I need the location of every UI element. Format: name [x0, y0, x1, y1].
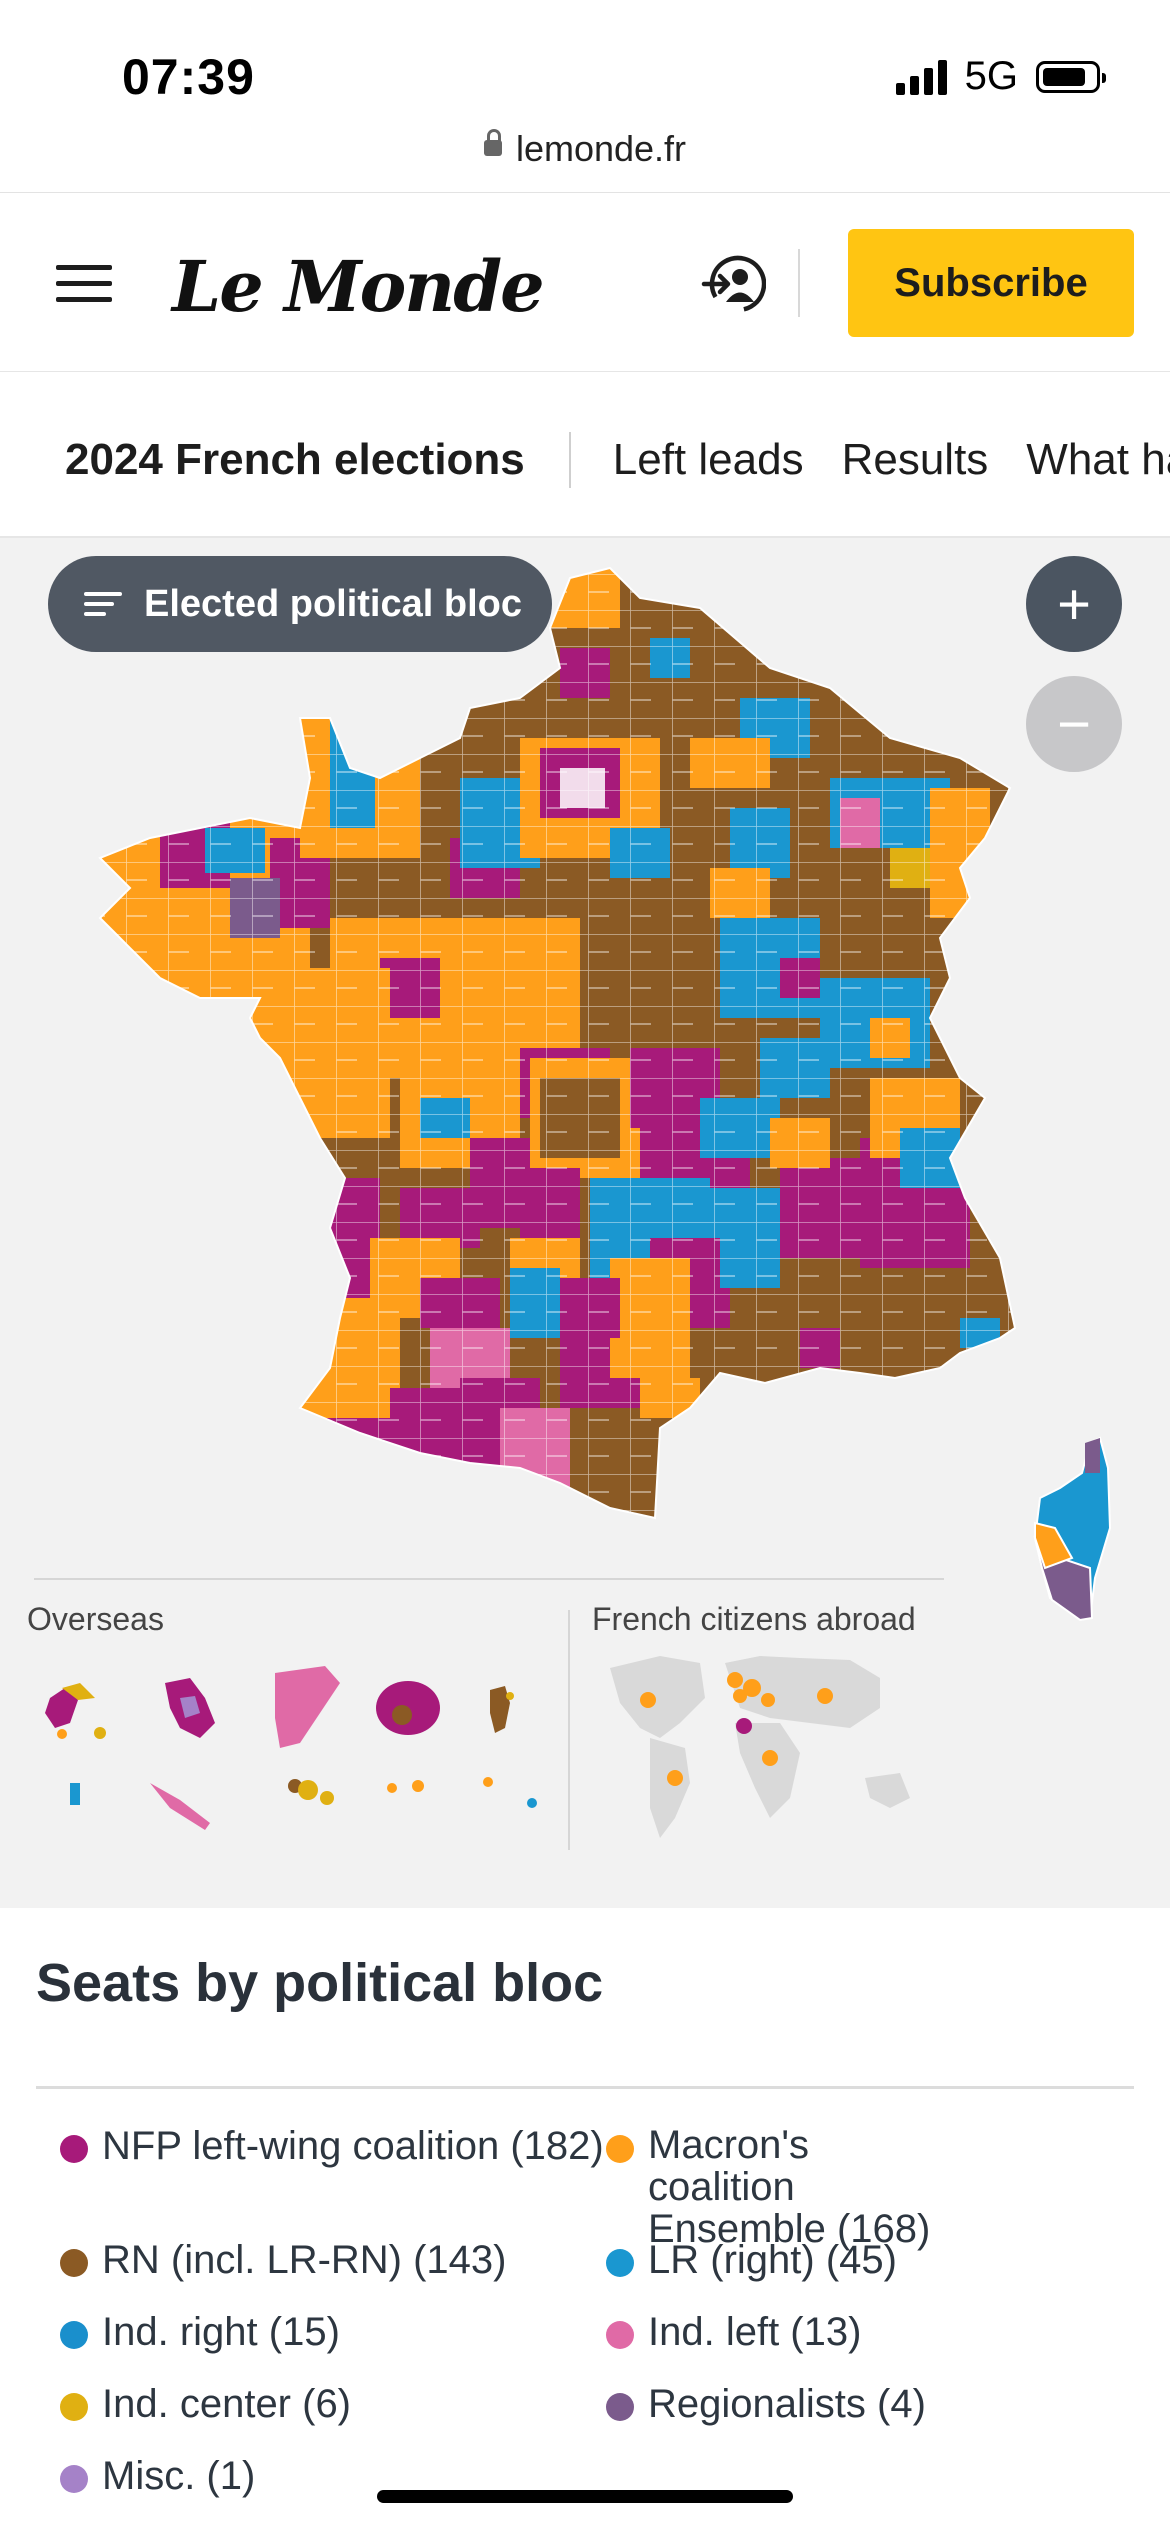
- nav-item-results[interactable]: Results: [841, 435, 989, 484]
- legend-label: Misc. (1): [102, 2454, 256, 2498]
- network-label: 5G: [964, 54, 1018, 98]
- legend-item: Macron's coalition Ensemble (168): [606, 2124, 966, 2250]
- signal-icon: [895, 59, 947, 95]
- lock-icon: [483, 129, 502, 157]
- ind-center-dot-icon: [60, 2393, 88, 2421]
- nav-item-left-leads[interactable]: Left leads: [612, 435, 804, 484]
- zoom-out-button[interactable]: −: [1026, 676, 1122, 772]
- misc-dot-icon: [60, 2465, 88, 2493]
- site-logo[interactable]: Le Monde: [172, 245, 545, 328]
- legend-item: Ind. center (6): [60, 2382, 351, 2427]
- legend-item: NFP left-wing coalition (182): [60, 2124, 604, 2169]
- legend-item: RN (incl. LR-RN) (143): [60, 2238, 507, 2283]
- legend-label: Ind. center (6): [102, 2382, 352, 2426]
- header-divider: [798, 249, 800, 317]
- nav-divider: [568, 432, 571, 488]
- legend-label: Macron's coalition Ensemble (168): [648, 2123, 931, 2251]
- menu-icon[interactable]: [56, 265, 112, 305]
- legend-label: Ind. left (13): [648, 2310, 862, 2354]
- filter-icon: [84, 586, 122, 622]
- abroad-label: French citizens abroad: [592, 1601, 916, 1637]
- nav-item-what-happened[interactable]: What happen: [1026, 435, 1170, 484]
- legend-item: LR (right) (45): [606, 2238, 897, 2283]
- france-constituency-map[interactable]: [0, 538, 1170, 1908]
- bloc-filter-label: Elected political bloc: [144, 582, 522, 625]
- corsica-region: [1033, 1436, 1112, 1622]
- legend-label: RN (incl. LR-RN) (143): [102, 2238, 507, 2282]
- site-header: Le Monde Subscribe: [0, 192, 1170, 373]
- map-vertical-divider: [568, 1610, 570, 1850]
- seats-legend: Seats by political bloc NFP left-wing co…: [0, 1908, 1170, 2532]
- subscribe-button[interactable]: Subscribe: [848, 229, 1134, 337]
- section-nav: 2024 French elections Left leads Results…: [0, 372, 1170, 538]
- legend-label: LR (right) (45): [648, 2238, 897, 2282]
- map-divider: [34, 1578, 944, 1580]
- regionalists-dot-icon: [606, 2393, 634, 2421]
- legend-item: Ind. right (15): [60, 2310, 340, 2355]
- status-bar: 07:39 5G lemonde.fr: [0, 0, 1170, 190]
- rn-dot-icon: [60, 2249, 88, 2277]
- legend-label: Ind. right (15): [102, 2310, 340, 2354]
- home-indicator[interactable]: [377, 2490, 793, 2503]
- account-icon[interactable]: [700, 253, 766, 315]
- overseas-label: Overseas: [27, 1601, 164, 1637]
- legend-item: Misc. (1): [60, 2454, 255, 2499]
- battery-icon: [1036, 60, 1106, 93]
- ind-right-dot-icon: [60, 2321, 88, 2349]
- nav-section-title[interactable]: 2024 French elections: [65, 435, 525, 484]
- status-icons: 5G: [895, 54, 1106, 99]
- status-time: 07:39: [122, 49, 255, 105]
- legend-item: Regionalists (4): [606, 2382, 926, 2427]
- legend-title: Seats by political bloc: [36, 1953, 604, 2013]
- url-text: lemonde.fr: [515, 128, 687, 169]
- mainland-regions: [100, 568, 1015, 1518]
- address-bar[interactable]: lemonde.fr: [0, 128, 1170, 170]
- ind-left-dot-icon: [606, 2321, 634, 2349]
- legend-label: Regionalists (4): [648, 2382, 926, 2426]
- legend-item: Ind. left (13): [606, 2310, 861, 2355]
- zoom-in-button[interactable]: +: [1026, 556, 1122, 652]
- legend-divider: [36, 2086, 1134, 2089]
- nfp-dot-icon: [60, 2135, 88, 2163]
- bloc-filter-button[interactable]: Elected political bloc: [48, 556, 552, 652]
- world-map: [610, 1656, 910, 1838]
- ensemble-dot-icon: [606, 2135, 634, 2163]
- legend-label: NFP left-wing coalition (182): [102, 2124, 604, 2168]
- overseas-territories: [45, 1666, 537, 1830]
- election-map[interactable]: Elected political bloc + − Overseas Fren…: [0, 538, 1170, 1908]
- lr-dot-icon: [606, 2249, 634, 2277]
